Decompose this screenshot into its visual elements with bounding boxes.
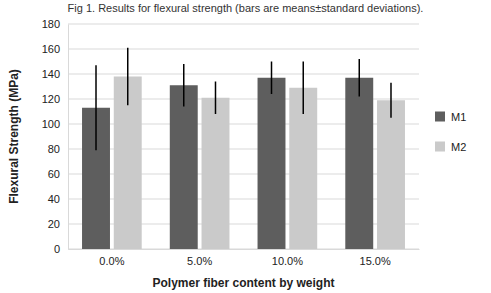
error-bar: [95, 65, 97, 150]
y-tick: 160: [42, 43, 68, 55]
series: [82, 59, 373, 249]
y-tick: 140: [42, 68, 68, 80]
bar: [202, 98, 230, 249]
bar: [258, 78, 286, 249]
legend-label: M1: [451, 111, 466, 123]
legend-label: M2: [451, 141, 466, 153]
y-tick-label: 180: [42, 18, 60, 30]
error-bar: [390, 83, 392, 118]
y-tick-label: 80: [48, 143, 60, 155]
error-bar: [183, 64, 185, 107]
y-axis-title: Flexural Strength (MPa): [7, 69, 21, 204]
error-bar: [271, 62, 273, 95]
bar: [345, 78, 373, 249]
y-tick-label: 20: [48, 218, 60, 230]
grid: [68, 24, 419, 249]
x-axis-line: [69, 249, 420, 250]
y-tick-label: 60: [48, 168, 60, 180]
y-tick-label: 0: [54, 243, 60, 255]
x-tick: 5.0%: [187, 249, 212, 267]
grid-line: [68, 24, 419, 25]
y-tick-label: 160: [42, 43, 60, 55]
y-axis: 0 20 40 60 80 100 120 140 160 180: [42, 18, 69, 255]
y-tick: 20: [48, 218, 68, 230]
legend-swatch: [435, 142, 445, 152]
error-bar: [302, 62, 304, 115]
grid-line: [68, 74, 419, 75]
y-tick: 100: [42, 118, 68, 130]
error-bar: [359, 59, 361, 97]
x-tick: 15.0%: [360, 249, 391, 267]
y-tick: 0: [54, 243, 68, 255]
y-axis-line: [68, 25, 69, 250]
x-tick-label: 0.0%: [99, 255, 124, 267]
y-tick-label: 120: [42, 93, 60, 105]
legend-swatch: [435, 112, 445, 122]
y-tick: 120: [42, 93, 68, 105]
x-axis: 0.0% 5.0% 10.0% 15.0%: [69, 249, 420, 267]
error-bar: [127, 48, 129, 106]
legend: M1 M2: [435, 111, 466, 153]
error-bar: [215, 82, 217, 115]
plot: 0 20 40 60 80 100 120 140 160 180 0.0% 5.0% 10.0% 15.…: [42, 18, 420, 267]
y-tick: 80: [48, 143, 68, 155]
y-tick: 60: [48, 168, 68, 180]
y-tick: 180: [42, 18, 68, 30]
x-tick: 10.0%: [272, 249, 303, 267]
x-tick-label: 15.0%: [360, 255, 391, 267]
y-tick-label: 100: [42, 118, 60, 130]
series: [114, 48, 405, 249]
bar: [377, 100, 405, 249]
y-tick: 40: [48, 193, 68, 205]
y-tick-label: 40: [48, 193, 60, 205]
y-tick-label: 140: [42, 68, 60, 80]
grid-line: [68, 49, 419, 50]
bars: [82, 48, 405, 249]
x-tick-label: 5.0%: [187, 255, 212, 267]
x-tick-label: 10.0%: [272, 255, 303, 267]
chart: Fig 1. Results for flexural strength (ba…: [0, 0, 491, 293]
x-tick: 0.0%: [99, 249, 124, 267]
bar: [170, 85, 198, 249]
x-axis-title: Polymer fiber content by weight: [152, 276, 334, 290]
title: Fig 1. Results for flexural strength (ba…: [68, 2, 424, 14]
